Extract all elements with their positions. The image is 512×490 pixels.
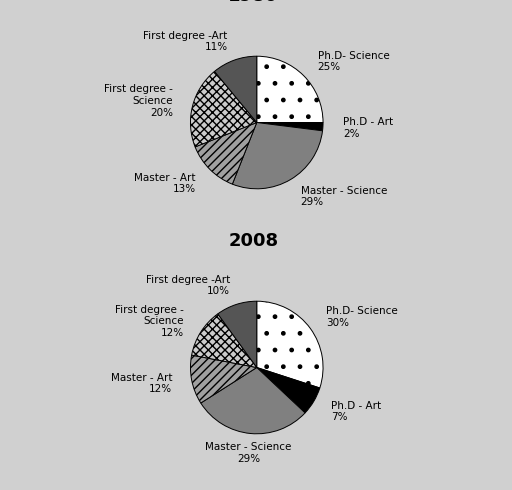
Title: 2008: 2008 [228,232,279,250]
Wedge shape [257,56,323,122]
Wedge shape [218,301,257,368]
Wedge shape [257,301,323,388]
Title: 1980: 1980 [228,0,279,5]
Wedge shape [190,355,257,403]
Text: Ph.D- Science
25%: Ph.D- Science 25% [317,51,390,73]
Wedge shape [215,56,257,122]
Text: First degree -
Science
12%: First degree - Science 12% [115,305,184,338]
Wedge shape [232,122,323,189]
Text: First degree -Art
10%: First degree -Art 10% [146,275,230,296]
Text: Master - Art
12%: Master - Art 12% [111,373,172,394]
Wedge shape [201,368,305,434]
Text: First degree -Art
11%: First degree -Art 11% [143,30,227,52]
Text: Ph.D - Art
2%: Ph.D - Art 2% [343,117,393,139]
Text: Master - Science
29%: Master - Science 29% [301,186,387,207]
Text: Ph.D - Art
7%: Ph.D - Art 7% [331,400,381,422]
Text: Master - Science
29%: Master - Science 29% [205,442,292,464]
Wedge shape [191,314,257,368]
Text: Ph.D- Science
30%: Ph.D- Science 30% [327,306,398,328]
Wedge shape [257,122,323,131]
Wedge shape [257,368,320,413]
Wedge shape [190,72,257,147]
Text: First degree -
Science
20%: First degree - Science 20% [104,84,173,118]
Wedge shape [195,122,257,184]
Text: Master - Art
13%: Master - Art 13% [134,172,196,194]
